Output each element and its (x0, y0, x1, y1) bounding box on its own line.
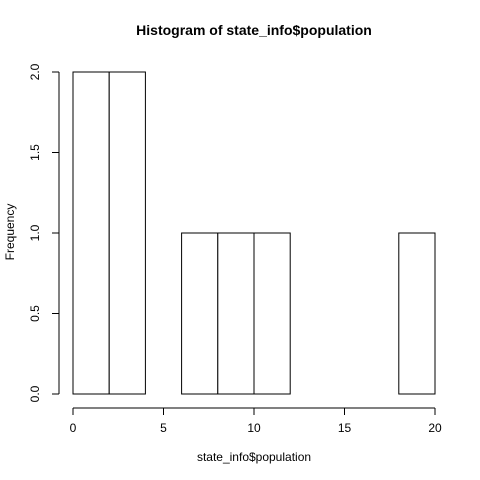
histogram-bar-0-2 (72, 71, 110, 395)
x-axis: 0 5 10 15 20 (70, 407, 442, 435)
y-tick-label-2.0: 2.0 (28, 63, 42, 80)
histogram-bar-18-20 (398, 232, 436, 395)
y-tick-label-0.0: 0.0 (28, 385, 42, 402)
x-tick-label-10: 10 (247, 421, 261, 435)
chart-title: Histogram of state_info$population (136, 22, 372, 38)
histogram-bar-8-10 (217, 232, 255, 395)
x-tick-label-15: 15 (338, 421, 352, 435)
y-axis: 0.0 0.5 1.0 1.5 2.0 (28, 63, 60, 402)
histogram-bar-10-12 (253, 232, 291, 395)
y-tick-label-1.5: 1.5 (28, 144, 42, 161)
x-axis-label: state_info$population (197, 450, 311, 464)
histogram-bar-6-8 (181, 232, 219, 395)
y-tick-label-1.0: 1.0 (28, 224, 42, 241)
y-axis-label: Frequency (3, 204, 17, 261)
x-tick-label-5: 5 (160, 421, 167, 435)
histogram-bar-2-4 (108, 71, 146, 395)
bars-group (72, 71, 436, 395)
x-tick-label-0: 0 (70, 421, 77, 435)
y-tick-label-0.5: 0.5 (28, 305, 42, 322)
x-tick-label-20: 20 (428, 421, 442, 435)
